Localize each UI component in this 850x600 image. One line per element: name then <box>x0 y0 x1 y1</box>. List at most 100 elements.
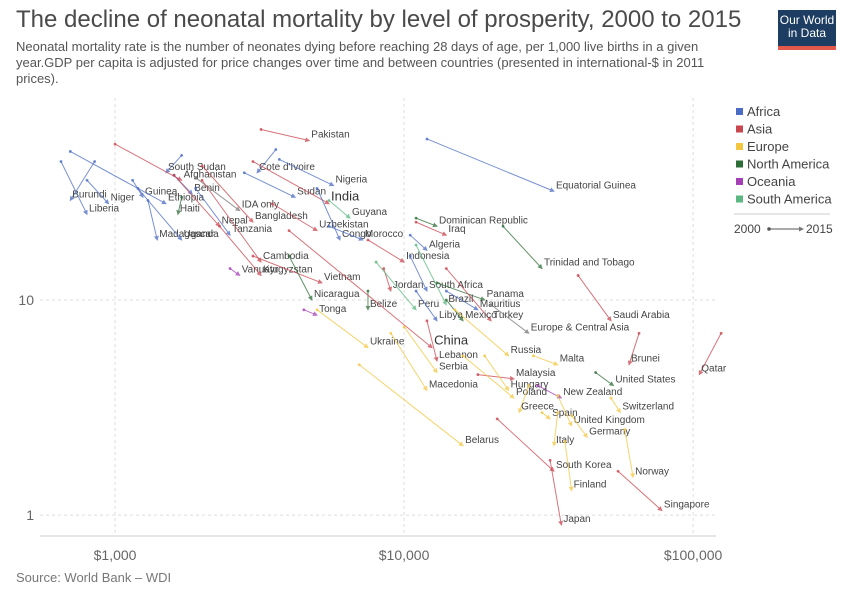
series-label: Nicaragua <box>314 289 360 300</box>
series-arrow <box>415 221 448 236</box>
series-label: Liberia <box>89 203 119 214</box>
legend-swatch <box>736 108 743 115</box>
series-label: Qatar <box>701 364 727 375</box>
series-label: Belarus <box>465 435 499 446</box>
series-arrow <box>328 225 364 241</box>
series-label: Serbia <box>439 362 468 373</box>
series-arrow <box>358 364 464 447</box>
legend-arrow-end-label: 2015 <box>806 222 833 236</box>
series-arrow <box>173 174 221 228</box>
series-arrow <box>272 203 318 232</box>
legend-swatch <box>736 178 743 185</box>
series-label: United Kingdom <box>574 415 645 426</box>
series-label: IDA only <box>242 200 279 211</box>
series-label: Dominican Republic <box>439 215 528 226</box>
owid-logo[interactable]: Our World in Data <box>778 10 836 50</box>
series-arrow <box>415 244 447 306</box>
series-arrow <box>201 179 262 263</box>
series-label: Malta <box>560 354 585 365</box>
series-arrow <box>541 412 551 420</box>
source-note: Source: World Bank – WDI <box>16 570 172 585</box>
series-label: Norway <box>635 466 669 477</box>
series-label: Uganda <box>184 229 219 240</box>
series-label: Saudi Arabia <box>613 310 670 321</box>
series-arrow <box>627 333 640 366</box>
legend-label: Oceania <box>747 174 796 189</box>
series-arrow <box>571 415 588 439</box>
series-label: Turkey <box>493 310 523 321</box>
series-arrow <box>60 161 88 216</box>
series-arrow <box>577 275 612 322</box>
series-arrow <box>316 188 341 241</box>
series-arrow <box>426 138 555 193</box>
series-label: Europe & Central Asia <box>531 322 630 333</box>
series-label: United States <box>615 375 675 386</box>
series-label: Panama <box>487 289 525 300</box>
series-arrow <box>610 397 621 414</box>
legend-label: South America <box>747 192 832 207</box>
legend-label: Europe <box>747 139 789 154</box>
series-label: Haiti <box>180 203 200 214</box>
series-label: Mexico <box>465 310 497 321</box>
series-label: Madagascar <box>159 229 215 240</box>
series-label: Lebanon <box>439 350 478 361</box>
series-label: Nigeria <box>336 175 368 186</box>
series-label: Russia <box>511 345 542 356</box>
series-label: Ethiopia <box>168 193 205 204</box>
series-label: Uzbekistan <box>319 220 368 231</box>
series-arrow <box>260 128 311 143</box>
series-arrow <box>252 161 330 205</box>
series-label: Poland <box>516 387 547 398</box>
series-label: Bangladesh <box>255 211 308 222</box>
series-arrow <box>415 290 438 322</box>
series-label: Algeria <box>429 239 461 250</box>
logo-underline <box>778 46 836 50</box>
series-arrow <box>595 372 615 387</box>
legend-swatch <box>736 125 743 133</box>
y-tick-label: 10 <box>18 292 34 308</box>
series-arrow <box>244 172 297 198</box>
series-label: Spain <box>552 408 578 419</box>
series-label: Japan <box>563 514 590 525</box>
series-label: Vanuatu <box>242 264 279 275</box>
series-label: Libya <box>439 310 463 321</box>
series-arrow <box>201 165 254 223</box>
chart-subtitle: Neonatal mortality rate is the number of… <box>16 39 705 86</box>
series-arrow <box>426 320 439 363</box>
series-label: South Korea <box>556 460 612 471</box>
series-label: Tonga <box>319 304 347 315</box>
series-label: Mauritius <box>480 299 521 310</box>
series-label: Indonesia <box>406 251 450 262</box>
series-arrow <box>86 179 110 205</box>
legend-label: Asia <box>747 122 773 137</box>
series-arrow <box>518 385 530 414</box>
series-label: Burundi <box>72 189 106 200</box>
series-label: Singapore <box>664 500 710 511</box>
series-arrow <box>490 304 530 334</box>
series-arrow <box>288 255 313 301</box>
logo-line-1: Our World <box>779 13 835 27</box>
series-label: Brunei <box>631 354 660 365</box>
series-label: Niger <box>111 193 136 204</box>
series-arrow <box>533 355 559 366</box>
series-label: Cambodia <box>263 251 309 262</box>
series-arrow <box>617 470 663 512</box>
legend-label: Africa <box>747 104 781 119</box>
legend-label: North America <box>747 157 830 172</box>
series-arrow <box>496 418 555 472</box>
chart-title: The decline of neonatal mortality by lev… <box>16 6 742 33</box>
series-label: Germany <box>589 426 630 437</box>
series-arrow <box>176 197 183 216</box>
legend-swatch <box>736 195 743 203</box>
series-label: Nepal <box>222 215 248 226</box>
series-label: China <box>434 333 469 348</box>
series-arrow <box>328 200 351 219</box>
series-label: Morocco <box>365 229 404 240</box>
series-label: Ukraine <box>370 337 405 348</box>
series-label: Finland <box>574 480 607 491</box>
series-label: Greece <box>521 401 554 412</box>
series-arrow <box>454 309 510 357</box>
legend-swatch <box>736 143 743 150</box>
series-arrow <box>303 309 318 316</box>
series-arrow <box>137 188 183 241</box>
